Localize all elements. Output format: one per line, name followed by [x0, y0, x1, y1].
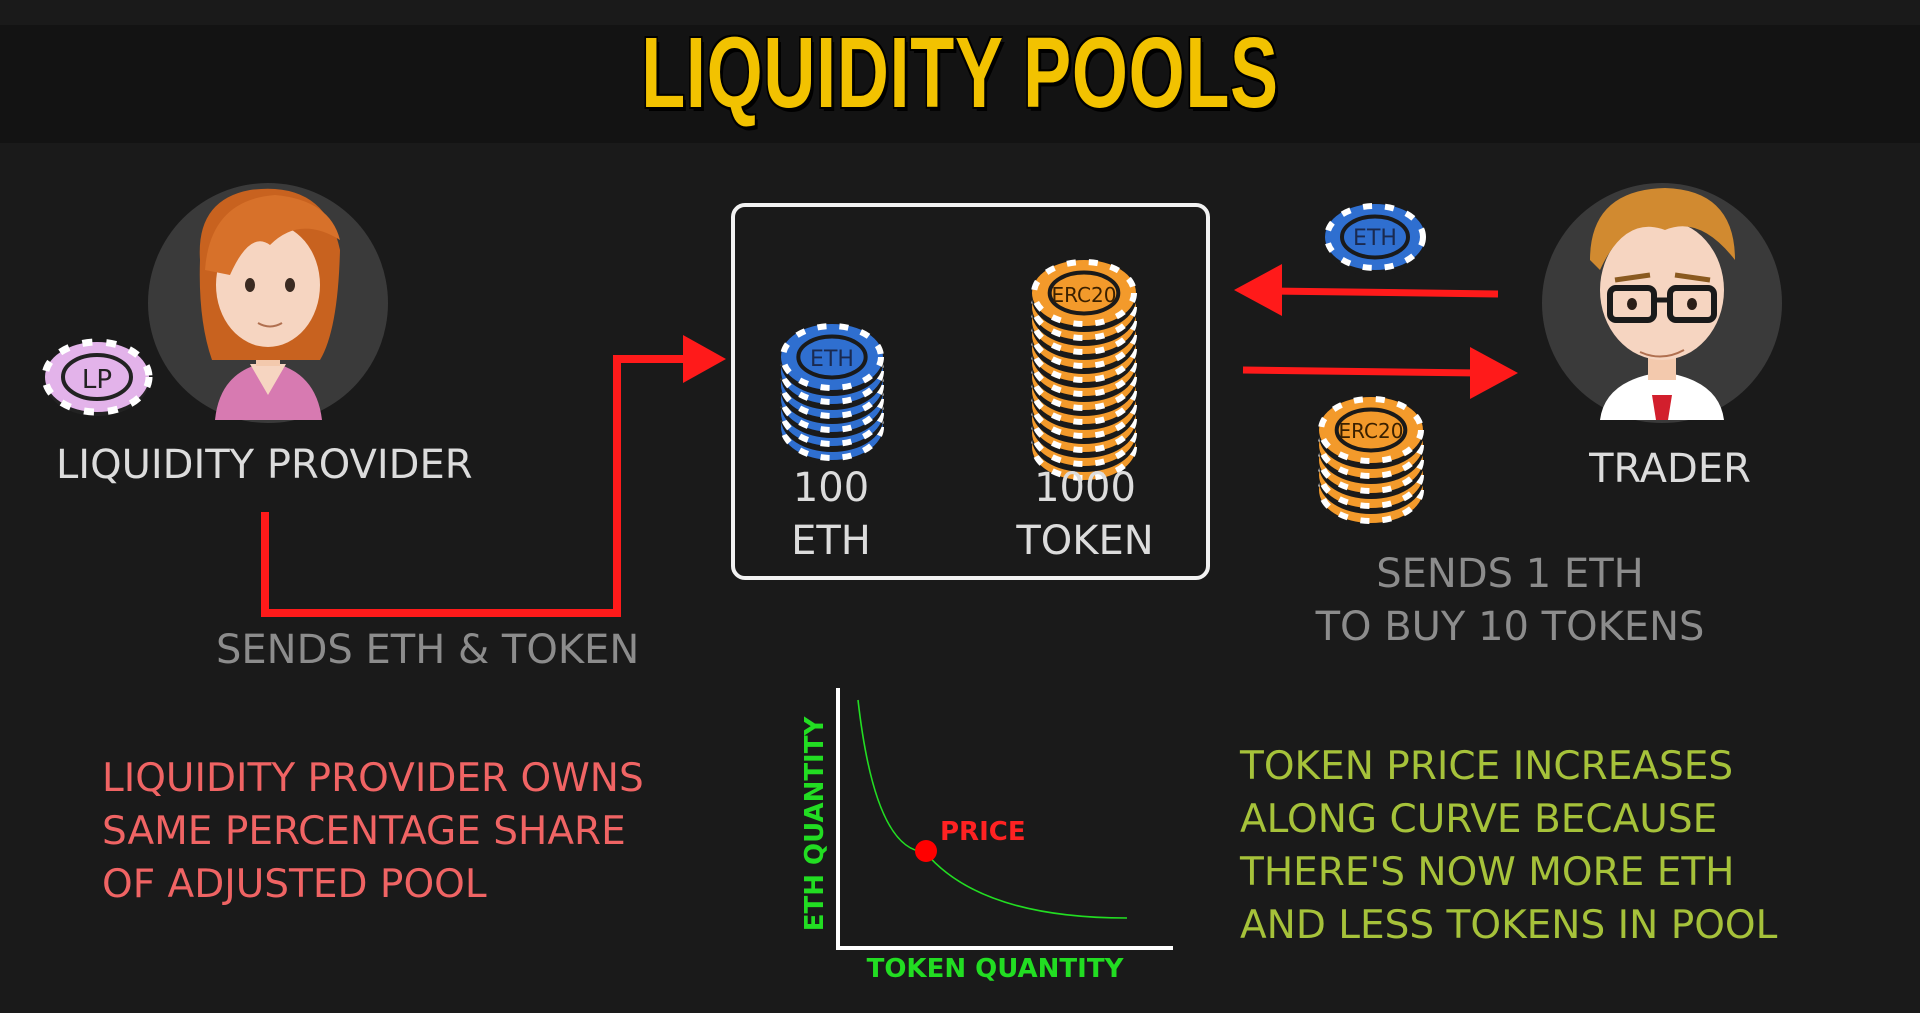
note-left-line3: OF ADJUSTED POOL [102, 862, 487, 907]
provider-to-pool-arrow [261, 335, 726, 617]
curve-x-label: TOKEN QUANTITY [867, 954, 1125, 984]
note-right-line2: ALONG CURVE BECAUSE [1240, 797, 1718, 842]
curve-y-label: ETH QUANTITY [800, 716, 830, 932]
note-left-line2: SAME PERCENTAGE SHARE [102, 809, 626, 854]
pool-token-amount: 1000 [1034, 465, 1136, 511]
bonding-curve-chart [836, 688, 1173, 950]
trader-action-line1: SENDS 1 ETH [1376, 551, 1644, 597]
pool-token-unit: TOKEN [1016, 518, 1154, 564]
trader-to-pool-arrow [1234, 264, 1499, 316]
page-title: LIQUIDITY POOLS [641, 17, 1279, 129]
pool-eth-unit: ETH [791, 518, 871, 564]
trader-avatar [1542, 183, 1782, 423]
title-bar [0, 25, 1920, 143]
lp-chip-icon [41, 338, 153, 416]
pool-eth-chip-label: ETH [810, 347, 854, 372]
pool-token-chip-1 [1031, 259, 1137, 332]
liquidity-provider-label: LIQUIDITY PROVIDER [56, 442, 473, 488]
pool-token-chip-label: ERC20 [1052, 283, 1117, 307]
pool-to-trader-arrow [1242, 347, 1518, 399]
liquidity-provider-avatar [148, 183, 388, 423]
price-point-label: PRICE [940, 817, 1026, 847]
trader-label: TRADER [1589, 446, 1751, 492]
note-right-line4: AND LESS TOKENS IN POOL [1240, 903, 1778, 948]
trader-token-chip-1 [1318, 396, 1424, 469]
price-point [915, 840, 937, 862]
pool-eth-amount: 100 [792, 465, 870, 511]
provider-action-label: SENDS ETH & TOKEN [216, 627, 640, 673]
trader-token-chip-label: ERC20 [1339, 419, 1404, 443]
price-curve-line [857, 699, 1128, 919]
trader-eth-chip-label: ETH [1353, 226, 1397, 251]
note-right-line1: TOKEN PRICE INCREASES [1240, 744, 1734, 789]
lp-chip-label: LP [82, 365, 112, 395]
note-right-line3: THERE'S NOW MORE ETH [1240, 850, 1735, 895]
trader-eth-chip-1 [1324, 203, 1426, 276]
liquidity-pool-box [731, 203, 1210, 580]
pool-eth-chip-1 [780, 323, 884, 396]
trader-action-line2: TO BUY 10 TOKENS [1315, 604, 1705, 650]
note-left-line1: LIQUIDITY PROVIDER OWNS [102, 756, 644, 801]
